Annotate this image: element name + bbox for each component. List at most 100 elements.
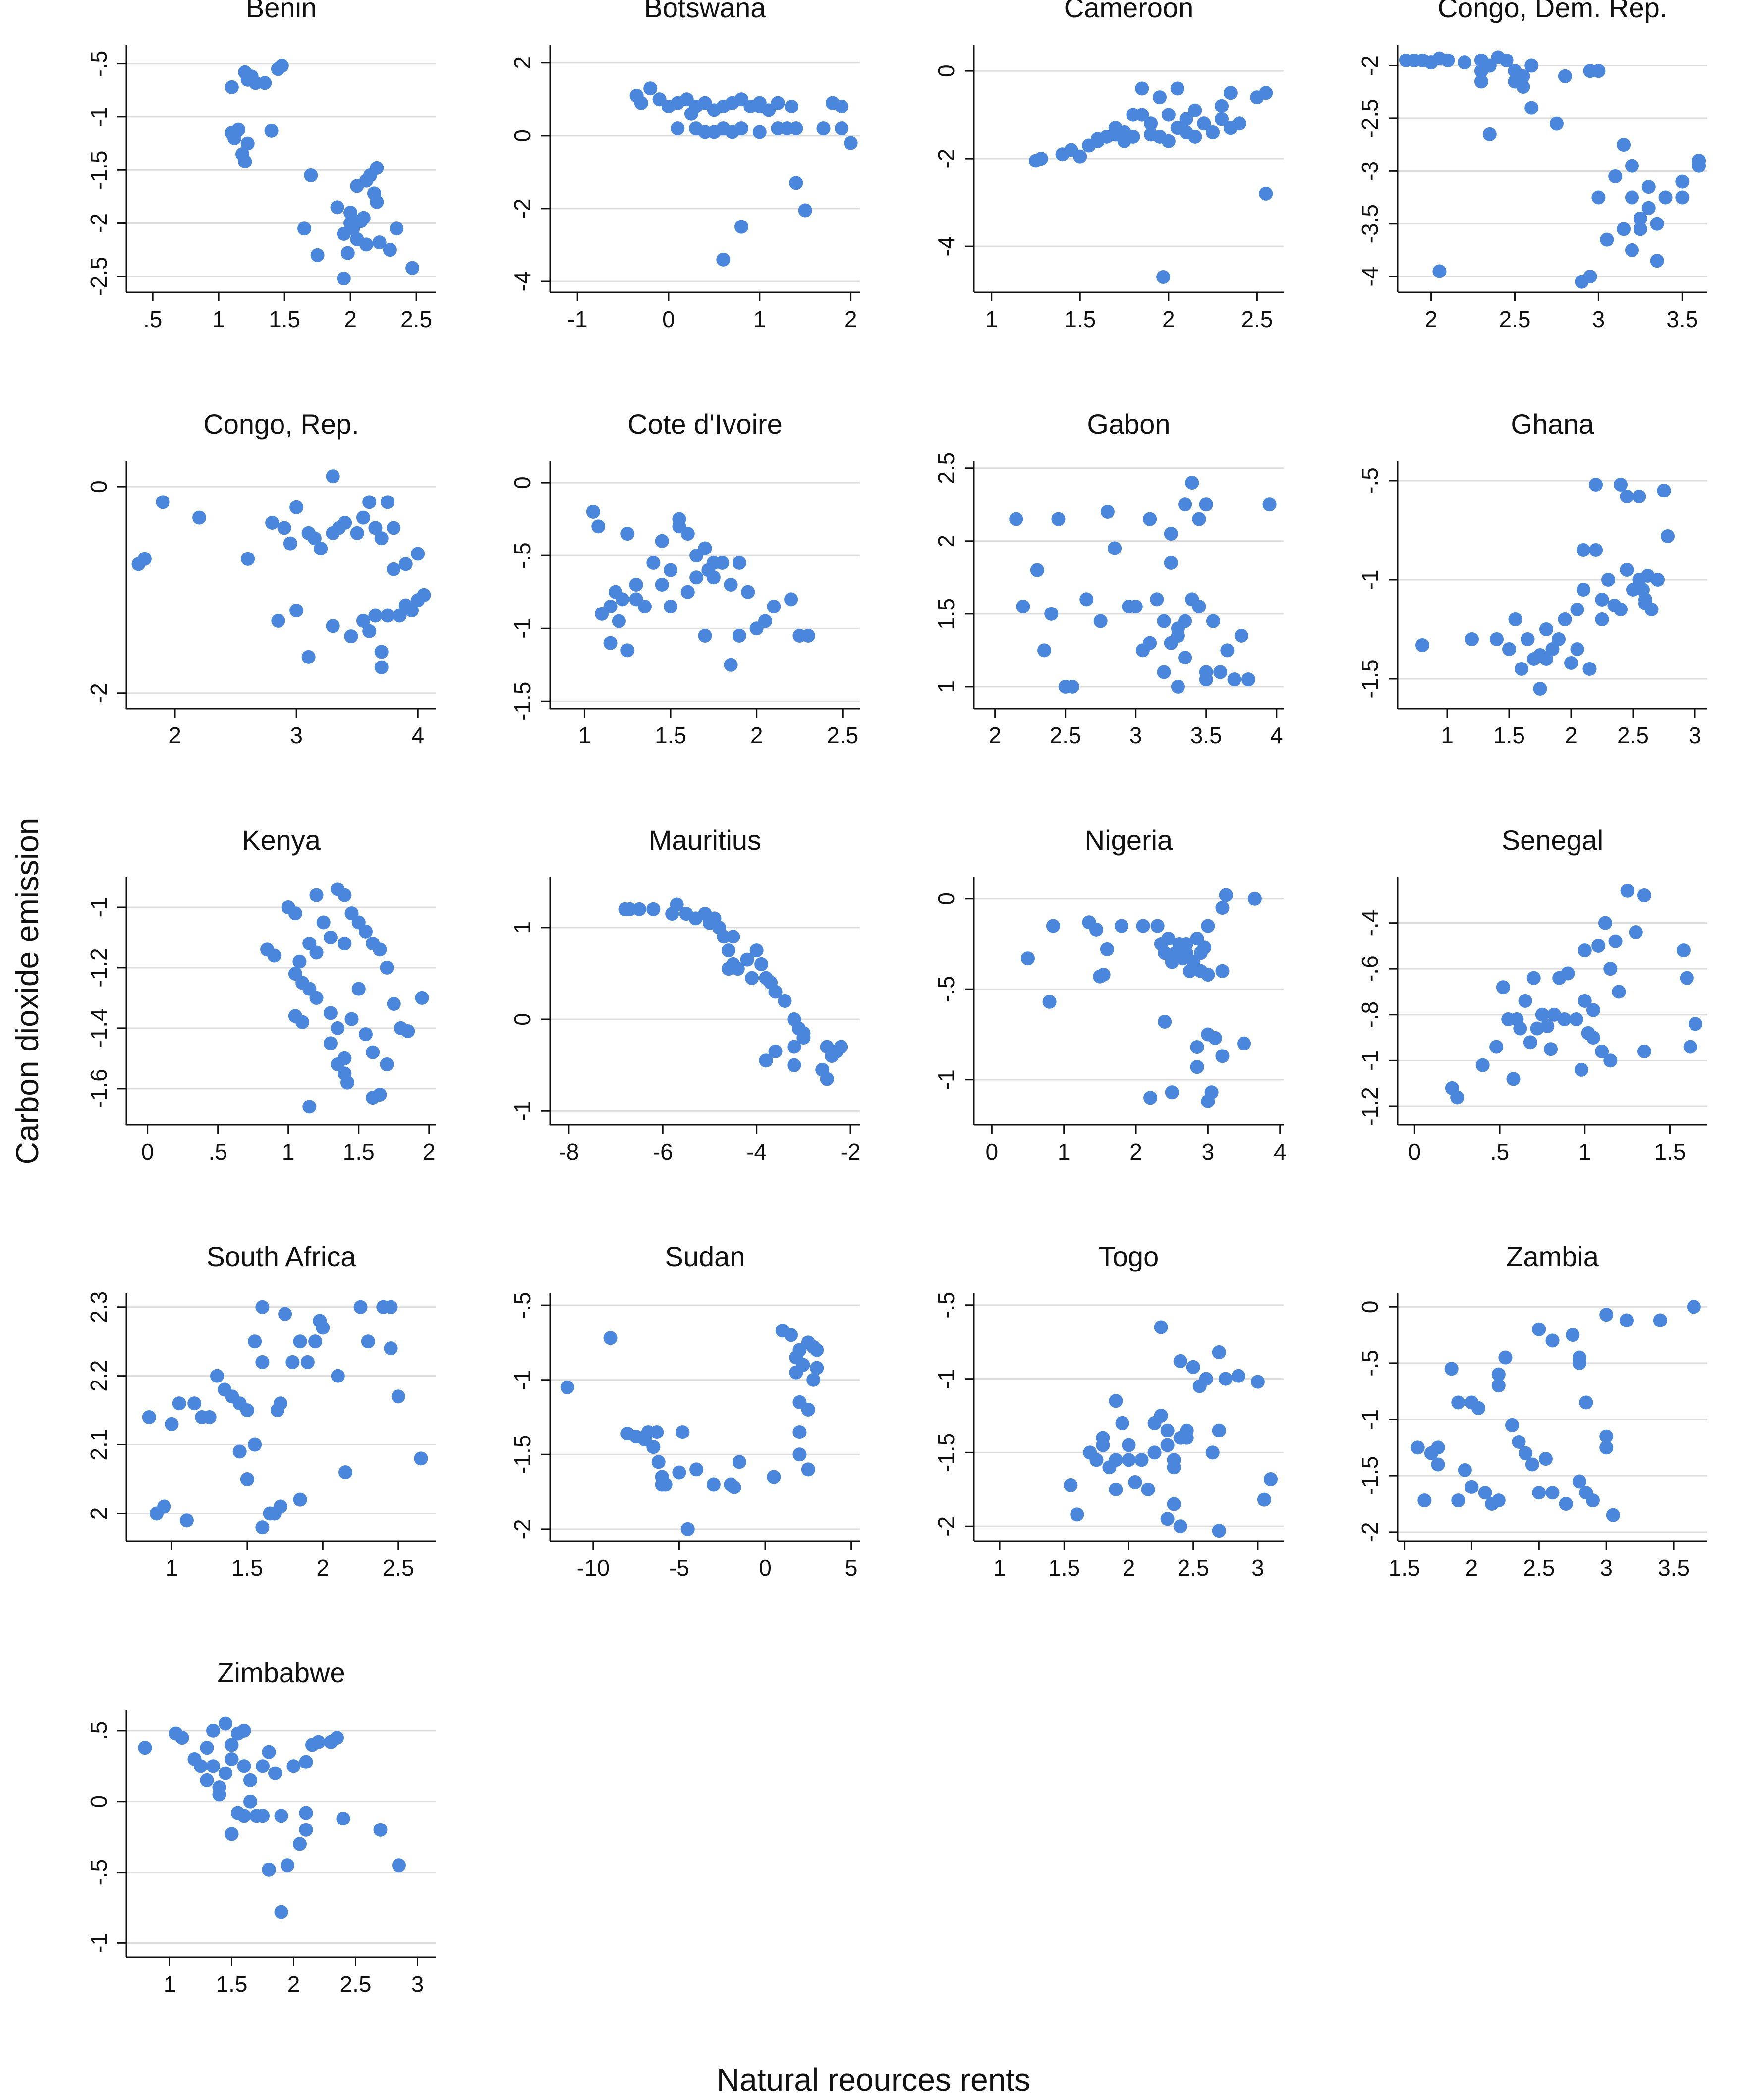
data-point bbox=[745, 971, 759, 985]
data-point bbox=[1167, 1460, 1181, 1475]
x-tick-label: 1.5 bbox=[1493, 722, 1525, 748]
data-point bbox=[1620, 884, 1634, 898]
x-tick-label: -8 bbox=[559, 1139, 579, 1164]
y-tick-label: 0 bbox=[86, 480, 112, 493]
data-point bbox=[1156, 270, 1171, 284]
data-point bbox=[1263, 1472, 1278, 1486]
data-point bbox=[350, 526, 364, 540]
y-tick-label: -1.6 bbox=[86, 1069, 112, 1108]
data-point bbox=[1259, 86, 1273, 100]
panel-mauritius: Mauritius -8 -6 -4 -2 1 0 -1 bbox=[509, 825, 861, 1164]
data-point bbox=[1578, 994, 1592, 1008]
data-point bbox=[1535, 1007, 1549, 1022]
data-point bbox=[248, 1437, 262, 1452]
data-point bbox=[380, 1057, 394, 1072]
data-point bbox=[1115, 1416, 1129, 1430]
data-point bbox=[330, 1731, 344, 1745]
data-point bbox=[1653, 1313, 1667, 1327]
data-point bbox=[1201, 1094, 1215, 1108]
y-tick-label: -.8 bbox=[1357, 1001, 1383, 1028]
data-point bbox=[716, 252, 731, 267]
data-point bbox=[1549, 116, 1564, 131]
data-point bbox=[299, 1806, 313, 1820]
x-tick-label: 3 bbox=[1689, 722, 1701, 748]
data-point bbox=[1641, 201, 1656, 215]
panel-sudan: Sudan -10 -5 0 5 -.5 -1 -1.5 -2 bbox=[509, 1241, 860, 1581]
data-point bbox=[330, 200, 344, 215]
panel-congo-dem-rep: Congo, Dem. Rep. 2 2.5 3 3.5 -2 -2.5 -3 -3.5 -4 bbox=[1357, 0, 1707, 332]
data-point bbox=[278, 1307, 292, 1321]
data-point bbox=[801, 628, 815, 643]
data-point bbox=[1574, 1062, 1588, 1077]
data-point bbox=[288, 906, 302, 921]
data-point bbox=[706, 1477, 721, 1492]
x-tick-label: 0 bbox=[759, 1555, 772, 1581]
data-point bbox=[1496, 980, 1510, 995]
data-point bbox=[1474, 64, 1488, 78]
y-tick-label: 2.1 bbox=[86, 1429, 112, 1461]
y-tick-label: -1 bbox=[509, 618, 535, 639]
data-point bbox=[810, 1343, 824, 1357]
data-point bbox=[344, 1012, 359, 1026]
y-tick-label: -.5 bbox=[933, 976, 959, 1002]
x-tick-label: 1 bbox=[993, 1555, 1006, 1581]
data-point bbox=[1523, 1035, 1537, 1050]
data-point bbox=[264, 123, 279, 138]
data-point bbox=[374, 531, 389, 546]
data-point bbox=[646, 555, 661, 570]
x-tick-label: 2 bbox=[989, 722, 1002, 748]
data-point bbox=[187, 1396, 202, 1411]
data-point bbox=[374, 645, 389, 659]
data-point bbox=[1626, 583, 1640, 597]
data-point bbox=[240, 1472, 254, 1486]
data-point bbox=[1657, 484, 1671, 497]
y-tick-label: -3 bbox=[1357, 161, 1383, 181]
data-point bbox=[1079, 592, 1094, 607]
data-point bbox=[1186, 1360, 1200, 1374]
x-tick-label: 2.5 bbox=[340, 1971, 372, 1997]
data-point bbox=[721, 943, 735, 958]
data-point bbox=[265, 516, 280, 530]
data-point bbox=[1154, 1409, 1168, 1423]
x-tick-label: 2 bbox=[845, 306, 857, 332]
data-point bbox=[698, 541, 712, 555]
data-point bbox=[816, 121, 831, 136]
data-point bbox=[749, 943, 764, 958]
data-point bbox=[612, 614, 626, 628]
data-point bbox=[1114, 919, 1128, 933]
data-point bbox=[1093, 969, 1107, 984]
data-point bbox=[1478, 1486, 1492, 1500]
data-point bbox=[1199, 672, 1213, 687]
data-point bbox=[362, 624, 377, 638]
data-point bbox=[283, 536, 297, 551]
data-point bbox=[1227, 672, 1241, 687]
x-tick-label: 2 bbox=[317, 1555, 330, 1581]
data-point bbox=[771, 96, 785, 110]
y-tick-label: 2.2 bbox=[86, 1360, 112, 1392]
data-point bbox=[1625, 190, 1639, 205]
panel-gabon: Gabon 2 2.5 3 3.5 4 1 1.5 2 2.5 bbox=[933, 408, 1284, 748]
x-tick-label: 1 bbox=[1441, 722, 1454, 748]
data-point bbox=[1545, 1486, 1560, 1500]
data-point bbox=[1451, 1395, 1465, 1410]
data-point bbox=[1212, 1345, 1226, 1360]
data-point bbox=[1506, 1072, 1521, 1086]
data-point bbox=[370, 161, 384, 175]
data-point bbox=[1065, 679, 1079, 694]
data-point bbox=[787, 1040, 801, 1054]
data-point bbox=[206, 1723, 220, 1738]
data-point bbox=[275, 58, 289, 73]
data-point bbox=[1257, 1492, 1271, 1507]
data-point bbox=[273, 1396, 287, 1411]
data-point bbox=[1250, 1375, 1265, 1389]
data-point bbox=[380, 608, 394, 623]
data-point bbox=[671, 121, 685, 136]
data-point bbox=[632, 902, 646, 916]
data-point bbox=[417, 588, 431, 602]
data-point bbox=[338, 1051, 352, 1065]
x-tick-label: .5 bbox=[143, 306, 162, 332]
x-tick-label: 2.5 bbox=[400, 306, 432, 332]
data-point bbox=[175, 1731, 189, 1745]
data-point bbox=[1128, 1475, 1142, 1489]
data-point bbox=[1219, 888, 1233, 902]
